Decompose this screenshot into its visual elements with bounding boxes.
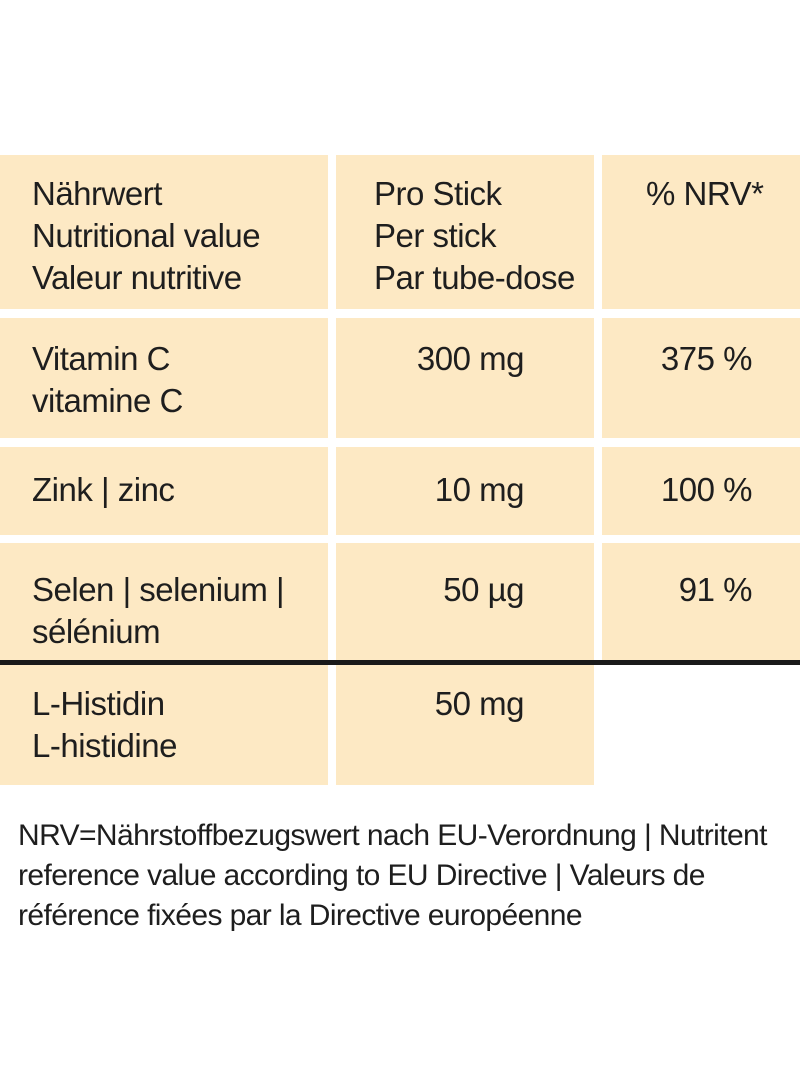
nutrient-name: Vitamin C bbox=[32, 340, 170, 377]
nutrient-name-cell: Vitamin C vitamine C bbox=[0, 318, 328, 438]
nrv-value: 100 % bbox=[660, 471, 753, 508]
header-nutrient-cell: Nährwert Nutritional value Valeur nutrit… bbox=[0, 155, 328, 309]
nutrient-name: L-Histidin bbox=[32, 685, 165, 722]
nrv-cell: 100 % bbox=[602, 447, 800, 535]
footnote-line: NRV=Nährstoffbezugswert nach EU-Verordnu… bbox=[18, 819, 767, 852]
header-nrv-cell: % NRV* bbox=[602, 155, 800, 309]
amount-cell: 50 mg bbox=[336, 665, 594, 785]
amount-cell: 300 mg bbox=[336, 318, 594, 438]
amount-value: 50 µg bbox=[443, 571, 524, 608]
table-row: Zink | zinc 10 mg 100 % bbox=[0, 447, 800, 535]
header-amount-cell: Pro Stick Per stick Par tube-dose bbox=[336, 155, 594, 309]
footnote-line: reference value according to EU Directiv… bbox=[18, 859, 705, 892]
header-amount-en: Per stick bbox=[374, 217, 497, 254]
nutrient-name-cell: Selen | selenium | sélénium bbox=[0, 543, 328, 660]
table-row: Vitamin C vitamine C 300 mg 375 % bbox=[0, 318, 800, 438]
header-amount-de: Pro Stick bbox=[374, 175, 502, 212]
nutrient-name-cell: Zink | zinc bbox=[0, 447, 328, 535]
section-divider bbox=[0, 660, 800, 665]
table-row: L-Histidin L-histidine 50 mg bbox=[0, 665, 800, 785]
nutrient-name: Zink | zinc bbox=[32, 471, 175, 508]
nutrient-name: Selen | selenium | bbox=[32, 571, 285, 608]
header-nrv-label: % NRV* bbox=[646, 175, 764, 212]
amount-value: 10 mg bbox=[434, 471, 525, 508]
nutrient-name: sélénium bbox=[32, 613, 161, 650]
table-header-row: Nährwert Nutritional value Valeur nutrit… bbox=[0, 155, 800, 309]
amount-value: 300 mg bbox=[416, 340, 525, 377]
nrv-value: 375 % bbox=[660, 340, 753, 377]
nutrient-name-cell: L-Histidin L-histidine bbox=[0, 665, 328, 785]
nutrient-name: vitamine C bbox=[32, 382, 183, 419]
nrv-value: 91 % bbox=[678, 571, 753, 608]
header-nutrient-de: Nährwert bbox=[32, 175, 162, 212]
table-row: Selen | selenium | sélénium 50 µg 91 % bbox=[0, 543, 800, 660]
footnote-line: référence fixées par la Directive europé… bbox=[18, 899, 583, 932]
nrv-cell: 91 % bbox=[602, 543, 800, 660]
amount-cell: 10 mg bbox=[336, 447, 594, 535]
amount-cell: 50 µg bbox=[336, 543, 594, 660]
footnote: NRV=Nährstoffbezugswert nach EU-Verordnu… bbox=[18, 816, 788, 936]
nrv-cell: 375 % bbox=[602, 318, 800, 438]
header-nutrient-en: Nutritional value bbox=[32, 217, 261, 254]
header-nutrient-fr: Valeur nutritive bbox=[32, 259, 242, 296]
header-amount-fr: Par tube-dose bbox=[374, 259, 575, 296]
nutrient-name: L-histidine bbox=[32, 727, 177, 764]
amount-value: 50 mg bbox=[434, 685, 525, 722]
